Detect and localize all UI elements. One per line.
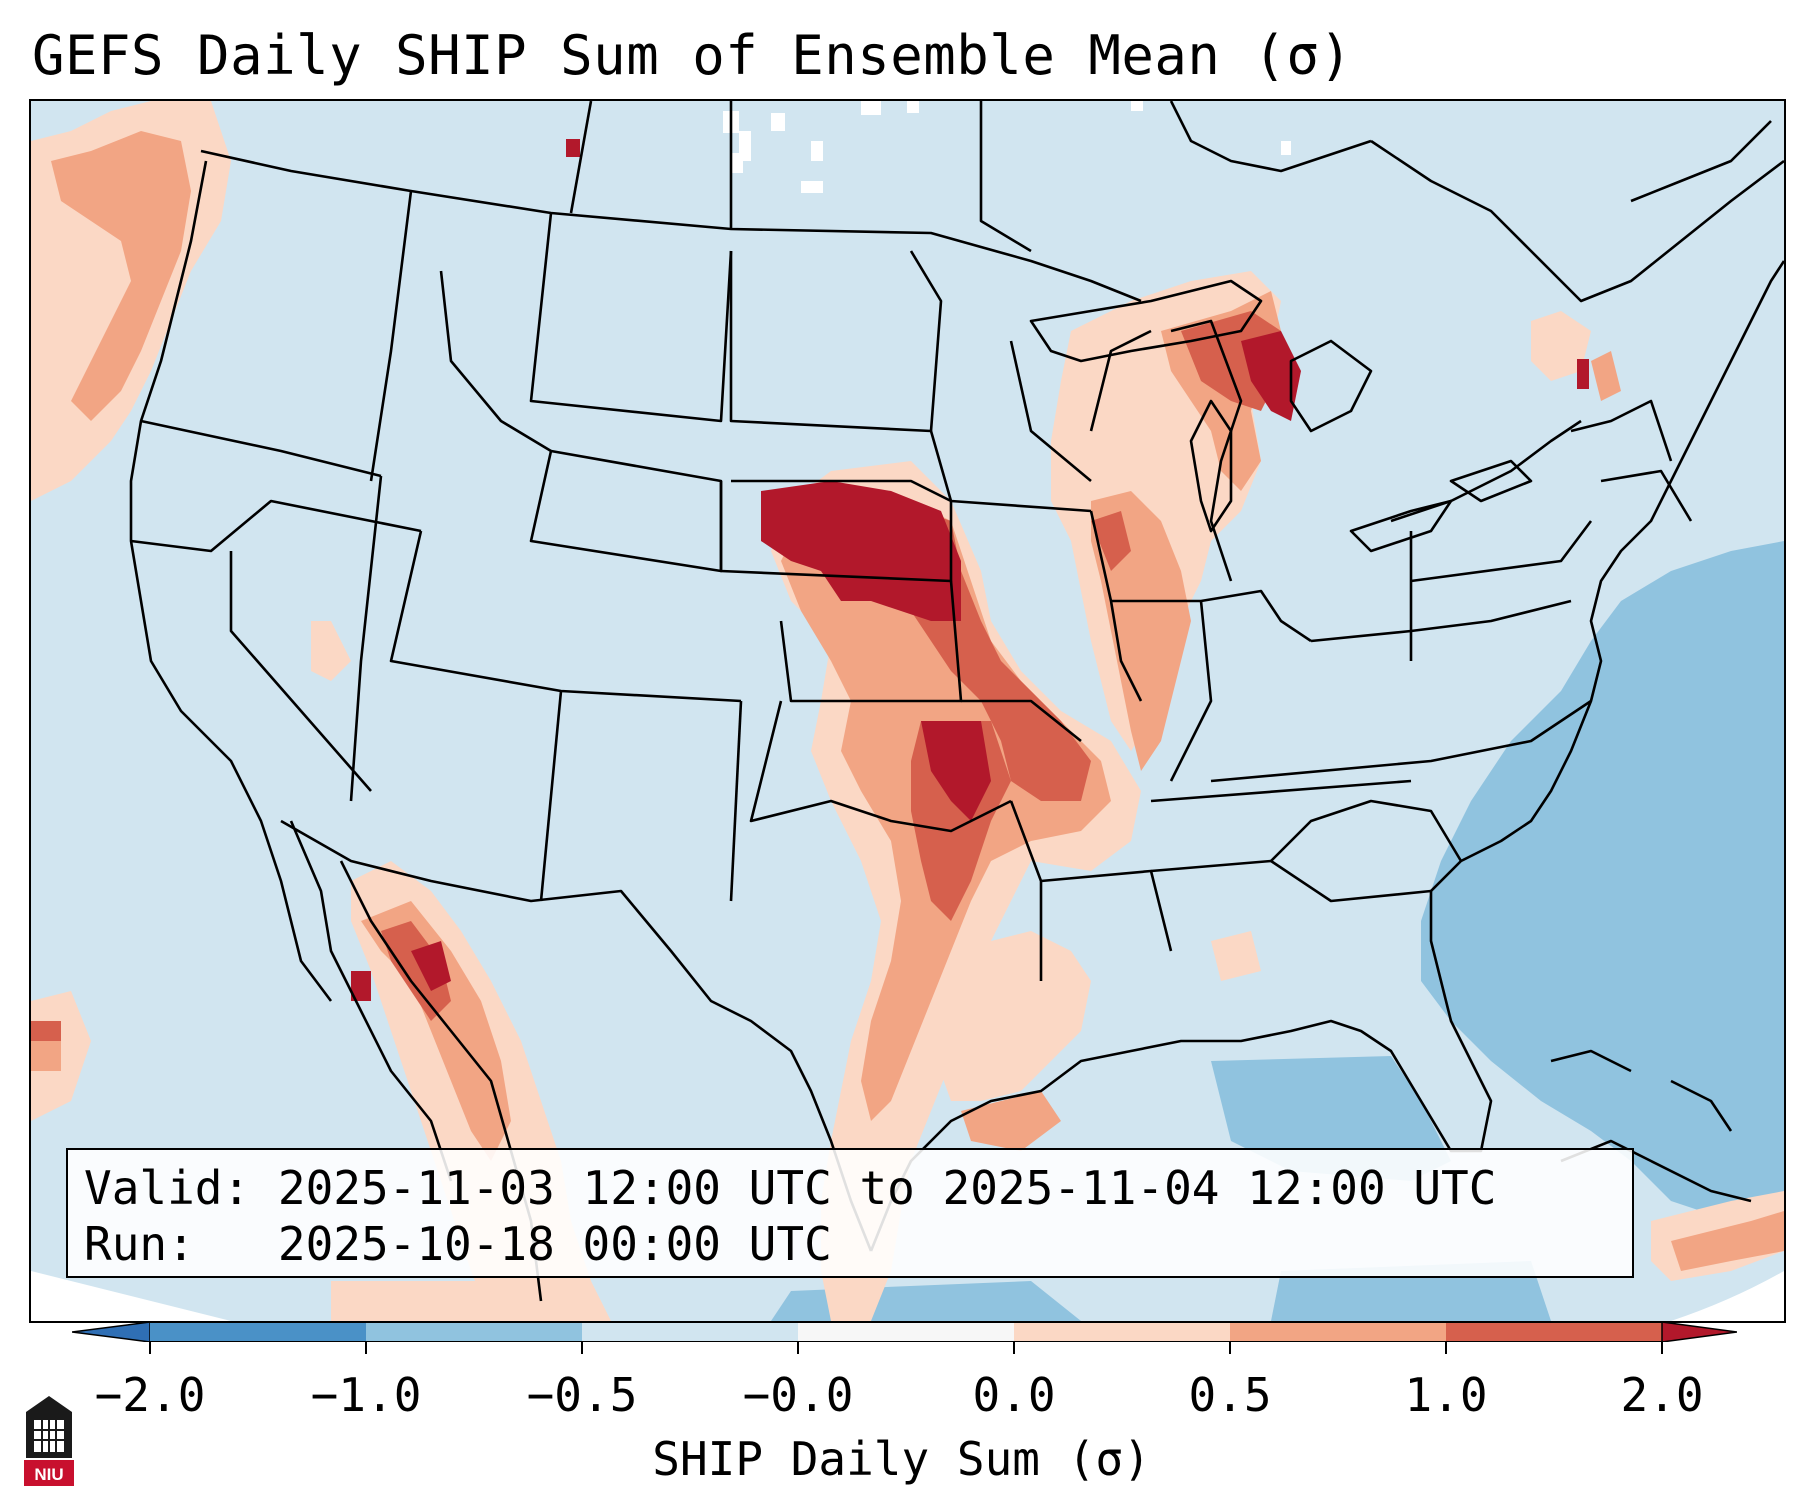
colorbar-tick-label: −0.5 (526, 1368, 638, 1422)
valid-time-range: 2025-11-03 12:00 UTC to 2025-11-04 12:00… (277, 1161, 1497, 1215)
map-panel (29, 99, 1786, 1323)
colorbar-tick-label: 0.5 (1188, 1368, 1272, 1422)
colorbar (72, 1322, 1737, 1342)
colorbar-tick-mark (1661, 1342, 1663, 1354)
colorbar-tick-label: −0.0 (742, 1368, 854, 1422)
ship-anomaly-map (31, 101, 1784, 1321)
colorbar-segment-0-05 (1014, 1322, 1230, 1342)
projection-edge-left (31, 1271, 231, 1321)
colorbar-tick-label: 2.0 (1620, 1368, 1704, 1422)
colorbar-segment-zero (798, 1322, 1014, 1342)
valid-run-info-box: Valid: 2025-11-03 12:00 UTC to 2025-11-0… (66, 1148, 1634, 1278)
colorbar-segment-1-2 (1446, 1322, 1662, 1342)
colorbar-tick-label: −2.0 (94, 1368, 206, 1422)
run-time: 2025-10-18 00:00 UTC (277, 1217, 832, 1271)
colorbar-segment-neg1-neg05 (366, 1322, 582, 1342)
colorbar-tick-label: 0.0 (972, 1368, 1056, 1422)
run-label: Run: (84, 1217, 195, 1271)
map-title: GEFS Daily SHIP Sum of Ensemble Mean (σ) (32, 24, 1353, 87)
colorbar-segment-05-1 (1230, 1322, 1446, 1342)
colorbar-extend-high (1661, 1322, 1737, 1342)
boundaries (129, 101, 1784, 1302)
colorbar-tick-mark (797, 1342, 799, 1354)
colorbar-tick-mark (365, 1342, 367, 1354)
niu-logo: NIU (24, 1396, 74, 1486)
positive-anomaly-extreme (351, 139, 1589, 1001)
colorbar-tick-mark (1229, 1342, 1231, 1354)
colorbar-extend-low (72, 1322, 151, 1342)
colorbar-tick-label: −1.0 (310, 1368, 422, 1422)
colorbar-tick-mark (1445, 1342, 1447, 1354)
valid-label: Valid: (84, 1161, 251, 1215)
niu-logo-text: NIU (34, 1465, 63, 1484)
projection-edge-right (1671, 1271, 1784, 1321)
colorbar-ticks (0, 1342, 1803, 1402)
colorbar-tick-label: 1.0 (1404, 1368, 1488, 1422)
colorbar-label: SHIP Daily Sum (σ) (652, 1432, 1151, 1486)
colorbar-segment-neg05-0 (582, 1322, 798, 1342)
colorbar-tick-mark (581, 1342, 583, 1354)
near-zero-patches (723, 101, 1291, 193)
colorbar-tick-mark (149, 1342, 151, 1354)
colorbar-tick-mark (1013, 1342, 1015, 1354)
colorbar-segment-neg2-neg1 (150, 1322, 366, 1342)
